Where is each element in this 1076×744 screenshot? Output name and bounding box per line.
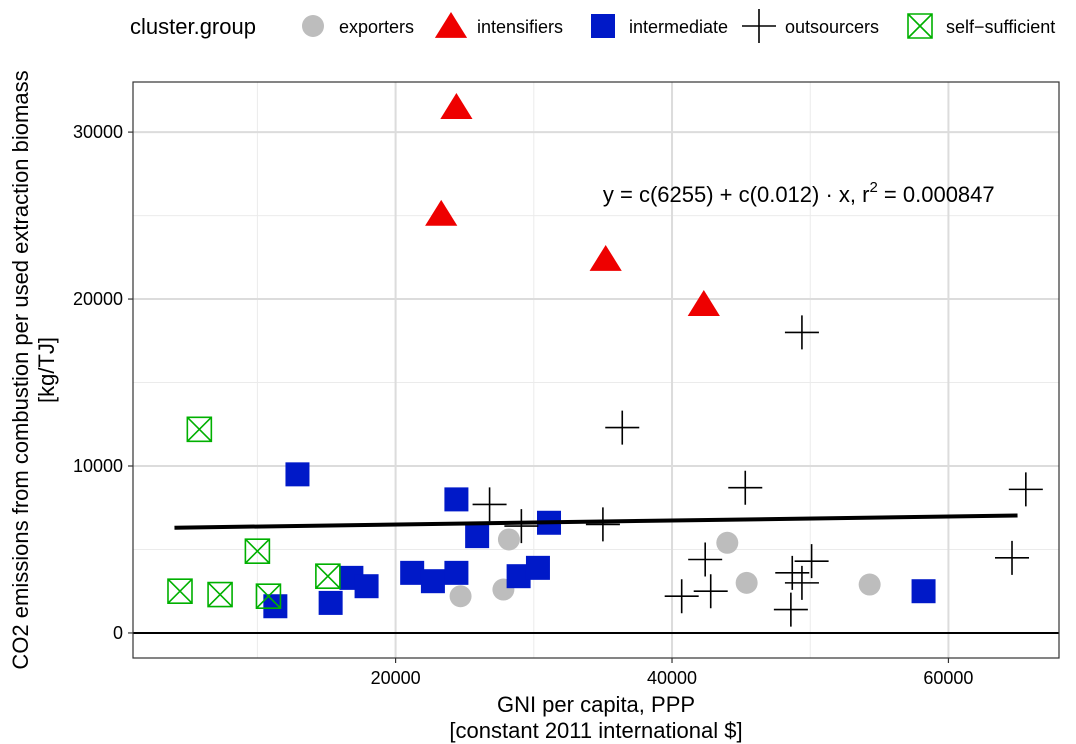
legend-label: exporters bbox=[339, 17, 414, 37]
legend-square-icon bbox=[591, 14, 615, 38]
point-plus bbox=[605, 410, 640, 445]
point-circle bbox=[716, 531, 739, 554]
x-axis-title-line1: GNI per capita, PPP bbox=[497, 692, 695, 717]
legend-item-exporters: exporters bbox=[302, 15, 414, 37]
regression-annotation: y = c(6255) + c(0.012) · x, r2 = 0.00084… bbox=[603, 179, 995, 207]
legend-title: cluster.group bbox=[130, 14, 256, 39]
point-plus bbox=[472, 487, 507, 522]
point-square bbox=[354, 574, 379, 599]
y-tick-label: 10000 bbox=[73, 456, 123, 476]
y-tick-label: 20000 bbox=[73, 289, 123, 309]
plot-panel-border bbox=[132, 81, 1060, 659]
point-triangle bbox=[440, 93, 473, 119]
point-plus bbox=[688, 542, 723, 577]
x-axis-title-line2: [constant 2011 international $] bbox=[449, 718, 742, 743]
point-square bbox=[911, 579, 936, 604]
legend-items: exporters intensifiers intermediate outsour… bbox=[302, 9, 1055, 43]
point-square bbox=[525, 555, 550, 580]
legend-label: intermediate bbox=[629, 17, 728, 37]
point-plus bbox=[794, 544, 829, 579]
legend-circle-icon bbox=[302, 15, 324, 37]
y-tick-label: 0 bbox=[113, 623, 123, 643]
point-square bbox=[285, 462, 310, 487]
plot-panel bbox=[133, 82, 1059, 658]
point-square bbox=[444, 487, 469, 512]
point-boxx bbox=[315, 563, 341, 589]
x-tick-label: 20000 bbox=[371, 668, 421, 688]
annotation-prefix: y = c(6255) + c(0.012) · x, r bbox=[603, 182, 870, 207]
legend-label: self−sufficient bbox=[946, 17, 1055, 37]
y-tick-label: 30000 bbox=[73, 122, 123, 142]
point-triangle bbox=[425, 199, 458, 226]
y-axis-title-line2: [kg/TJ] bbox=[34, 337, 59, 403]
legend-item-intensifiers: intensifiers bbox=[434, 12, 563, 38]
point-plus bbox=[775, 555, 810, 590]
point-circle bbox=[497, 528, 520, 551]
point-circle bbox=[735, 571, 758, 594]
point-circle bbox=[858, 573, 881, 596]
point-boxx bbox=[186, 416, 213, 443]
point-square bbox=[400, 560, 425, 585]
legend-label: intensifiers bbox=[477, 17, 563, 37]
legend-boxx-icon bbox=[907, 13, 933, 39]
point-circle bbox=[449, 585, 472, 608]
x-tick-label: 40000 bbox=[647, 668, 697, 688]
annotation-sup: 2 bbox=[869, 179, 877, 196]
point-triangle bbox=[589, 244, 622, 271]
point-boxx bbox=[167, 578, 193, 605]
series-intermediate bbox=[263, 462, 936, 619]
y-axis-title-line1: CO2 emissions from combustion per used e… bbox=[8, 70, 33, 669]
legend-plus-icon bbox=[742, 9, 776, 43]
point-plus bbox=[784, 565, 819, 600]
regression-line-path bbox=[174, 513, 1018, 530]
legend-item-outsourcers: outsourcers bbox=[742, 9, 879, 43]
point-plus bbox=[995, 540, 1030, 575]
x-tick-label: 60000 bbox=[923, 668, 973, 688]
series-self-sufficient bbox=[167, 416, 341, 610]
point-square bbox=[465, 524, 490, 549]
point-plus bbox=[1008, 472, 1043, 507]
regression-line bbox=[174, 513, 1018, 530]
point-boxx bbox=[255, 583, 282, 610]
annotation-suffix: = 0.000847 bbox=[878, 182, 995, 207]
point-plus bbox=[504, 509, 539, 544]
point-square bbox=[444, 560, 469, 585]
series-intensifiers bbox=[425, 93, 720, 316]
point-square bbox=[318, 590, 343, 615]
point-boxx bbox=[244, 538, 271, 564]
point-plus bbox=[585, 507, 620, 542]
point-plus bbox=[773, 592, 808, 627]
point-boxx bbox=[207, 581, 233, 608]
legend-item-self-sufficient: self−sufficient bbox=[907, 13, 1055, 39]
legend-item-intermediate: intermediate bbox=[591, 14, 728, 38]
point-triangle bbox=[687, 290, 720, 316]
legend: cluster.group exporters intensifiers inter… bbox=[130, 9, 1055, 43]
point-plus bbox=[664, 579, 699, 614]
point-plus bbox=[693, 574, 728, 609]
point-square bbox=[420, 569, 445, 594]
y-axis-ticks: 0 10000 20000 30000 bbox=[73, 122, 133, 643]
legend-triangle-icon bbox=[434, 12, 468, 38]
series-outsourcers bbox=[472, 315, 1043, 627]
point-plus bbox=[728, 470, 763, 505]
point-plus bbox=[784, 315, 819, 350]
legend-label: outsourcers bbox=[785, 17, 879, 37]
data-points bbox=[167, 93, 1043, 627]
x-axis-ticks: 20000 40000 60000 bbox=[371, 658, 973, 688]
